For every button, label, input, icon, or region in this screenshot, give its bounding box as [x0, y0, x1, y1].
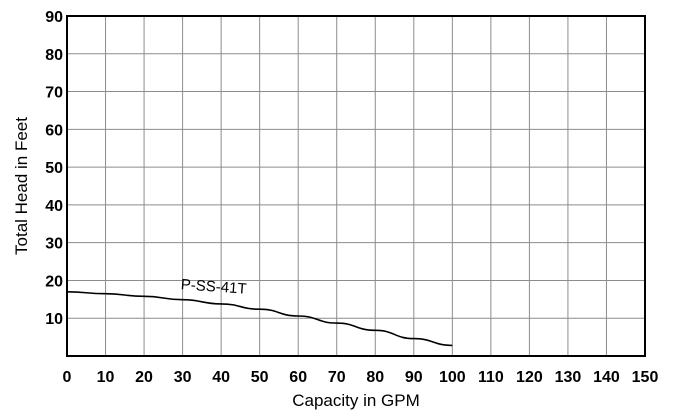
x-tick-label: 10	[97, 369, 115, 386]
x-tick-label: 90	[405, 369, 423, 386]
x-tick-label: 110	[478, 369, 504, 386]
y-tick-label: 80	[45, 47, 63, 64]
y-tick-label: 10	[45, 311, 63, 328]
y-tick-label: 40	[45, 198, 63, 215]
y-tick-label: 70	[45, 85, 63, 102]
x-tick-label: 150	[632, 369, 659, 386]
y-tick-label: 30	[45, 236, 63, 253]
x-tick-label: 40	[212, 369, 230, 386]
series-label: P-SS-41T	[180, 276, 247, 298]
x-tick-label: 120	[516, 369, 543, 386]
y-tick-label: 20	[45, 273, 63, 290]
y-tick-label: 90	[45, 9, 63, 26]
y-tick-labels: 90 80 70 60 50 40 30 20 10	[45, 9, 63, 328]
plot-frame	[66, 15, 646, 357]
y-tick-label: 60	[45, 122, 63, 139]
y-tick-label: 50	[45, 160, 63, 177]
x-tick-label: 70	[328, 369, 346, 386]
x-tick-label: 0	[63, 369, 72, 386]
x-tick-labels: 0 10 20 30 40 50 60 70 80 90 100 110 120 130 140 150	[63, 369, 659, 386]
y-axis-title: Total Head in Feet	[12, 117, 31, 255]
x-tick-label: 20	[135, 369, 153, 386]
x-tick-label: 50	[251, 369, 269, 386]
x-axis-title: Capacity in GPM	[292, 391, 420, 410]
x-tick-label: 130	[555, 369, 582, 386]
x-tick-label: 100	[439, 369, 466, 386]
grid	[66, 15, 646, 356]
series-layer: P-SS-41T	[66, 276, 453, 347]
x-tick-label: 30	[174, 369, 192, 386]
x-tick-label: 140	[593, 369, 620, 386]
x-tick-label: 60	[289, 369, 307, 386]
series-line-p-ss-41t	[66, 291, 453, 347]
x-tick-label: 80	[366, 369, 384, 386]
